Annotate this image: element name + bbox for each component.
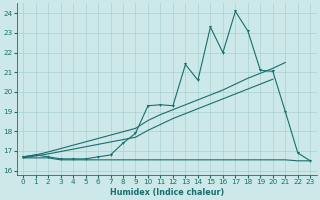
X-axis label: Humidex (Indice chaleur): Humidex (Indice chaleur) [109, 188, 224, 197]
